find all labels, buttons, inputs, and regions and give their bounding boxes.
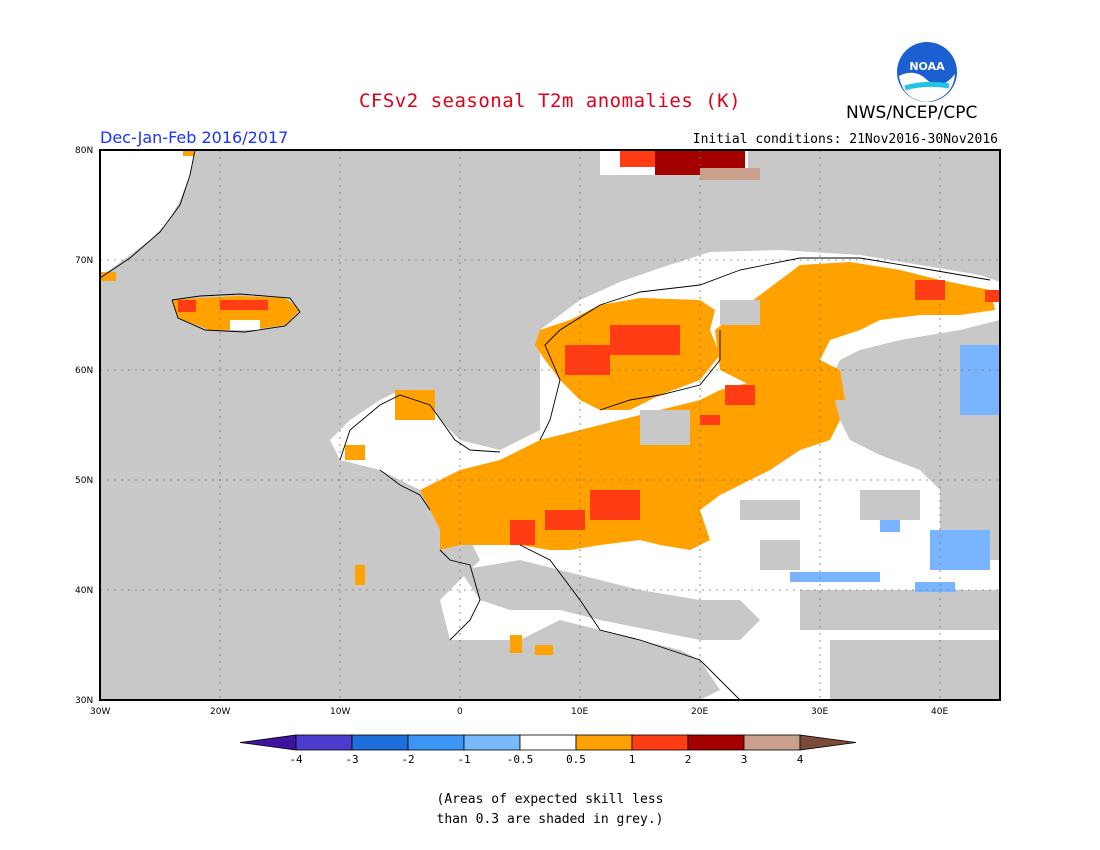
colorbar-label: -0.5 <box>507 753 534 766</box>
lon-tick-10e: 10E <box>571 707 588 717</box>
footnote-line-1: (Areas of expected skill less <box>436 792 664 807</box>
central-europe-warm <box>420 375 840 550</box>
lon-tick-30w: 30W <box>90 707 110 717</box>
small-warm-patches <box>345 390 553 655</box>
svalbard-anomaly <box>600 150 760 180</box>
greenland-warm-cell <box>183 150 195 156</box>
greenland-region <box>100 150 195 275</box>
lat-tick-60: 60N <box>75 366 93 376</box>
colorbar-label: -3 <box>345 753 358 766</box>
greenland-warm-cell-2 <box>100 272 116 281</box>
colorbar-label: 2 <box>685 753 692 766</box>
coastlines <box>99 149 991 701</box>
svg-text:NOAA: NOAA <box>909 60 945 73</box>
colorbar-label: -4 <box>289 753 303 766</box>
colorbar-bin <box>351 734 409 751</box>
lon-tick-20w: 20W <box>210 707 230 717</box>
chart-title: CFSv2 seasonal T2m anomalies (K) <box>358 90 742 112</box>
lon-tick-20e: 20E <box>691 707 708 717</box>
colorbar-bin <box>463 734 521 751</box>
graticule <box>100 150 1000 700</box>
north-africa-grey <box>420 620 720 700</box>
season-label: Dec-Jan-Feb 2016/2017 <box>100 128 289 147</box>
mediterranean-grey <box>460 560 760 640</box>
initial-conditions-label: Initial conditions: 21Nov2016-30Nov2016 <box>692 132 998 147</box>
colorbar-bin <box>687 734 745 751</box>
colorbar: -4 -3 -2 -1 -0.5 0.5 1 2 3 4 <box>239 734 857 766</box>
colorbar-label: 0.5 <box>566 753 586 766</box>
colorbar-arrow-high <box>799 734 857 751</box>
colorbar-bin <box>575 734 633 751</box>
lat-tick-80: 80N <box>75 146 93 156</box>
lat-axis: 30N 40N 50N 60N 70N 80N <box>75 146 93 706</box>
lon-axis: 30W 20W 10W 0 10E 20E 30E 40E <box>90 707 948 717</box>
colorbar-bin <box>295 734 353 751</box>
footnote-line-2: than 0.3 are shaded in grey.) <box>436 812 664 827</box>
lon-tick-0: 0 <box>457 707 463 717</box>
colorbar-bin <box>631 734 689 751</box>
colorbar-bin <box>407 734 465 751</box>
map-frame <box>99 149 1001 701</box>
low-skill-land-patches <box>520 300 1000 700</box>
lat-tick-70: 70N <box>75 256 93 266</box>
colorbar-label: 4 <box>797 753 804 766</box>
lat-tick-40: 40N <box>75 586 93 596</box>
lon-tick-10w: 10W <box>330 707 350 717</box>
colorbar-bin <box>743 734 801 751</box>
lat-tick-30: 30N <box>75 696 93 706</box>
lat-tick-50: 50N <box>75 476 93 486</box>
colorbar-arrow-low <box>239 734 297 751</box>
lon-tick-30e: 30E <box>811 707 828 717</box>
agency-label: NWS/NCEP/CPC <box>846 103 978 123</box>
warm-1-2-patches <box>510 280 1000 545</box>
colorbar-label: -1 <box>457 753 470 766</box>
colorbar-bin <box>519 734 577 751</box>
lon-tick-40e: 40E <box>931 707 948 717</box>
colorbar-label: -2 <box>401 753 414 766</box>
colorbar-label: 3 <box>741 753 748 766</box>
noaa-logo: NOAA <box>897 42 957 102</box>
skill-footnote: (Areas of expected skill less than 0.3 a… <box>0 790 1100 830</box>
colorbar-label: 1 <box>629 753 636 766</box>
iceland-anomaly <box>172 296 300 330</box>
